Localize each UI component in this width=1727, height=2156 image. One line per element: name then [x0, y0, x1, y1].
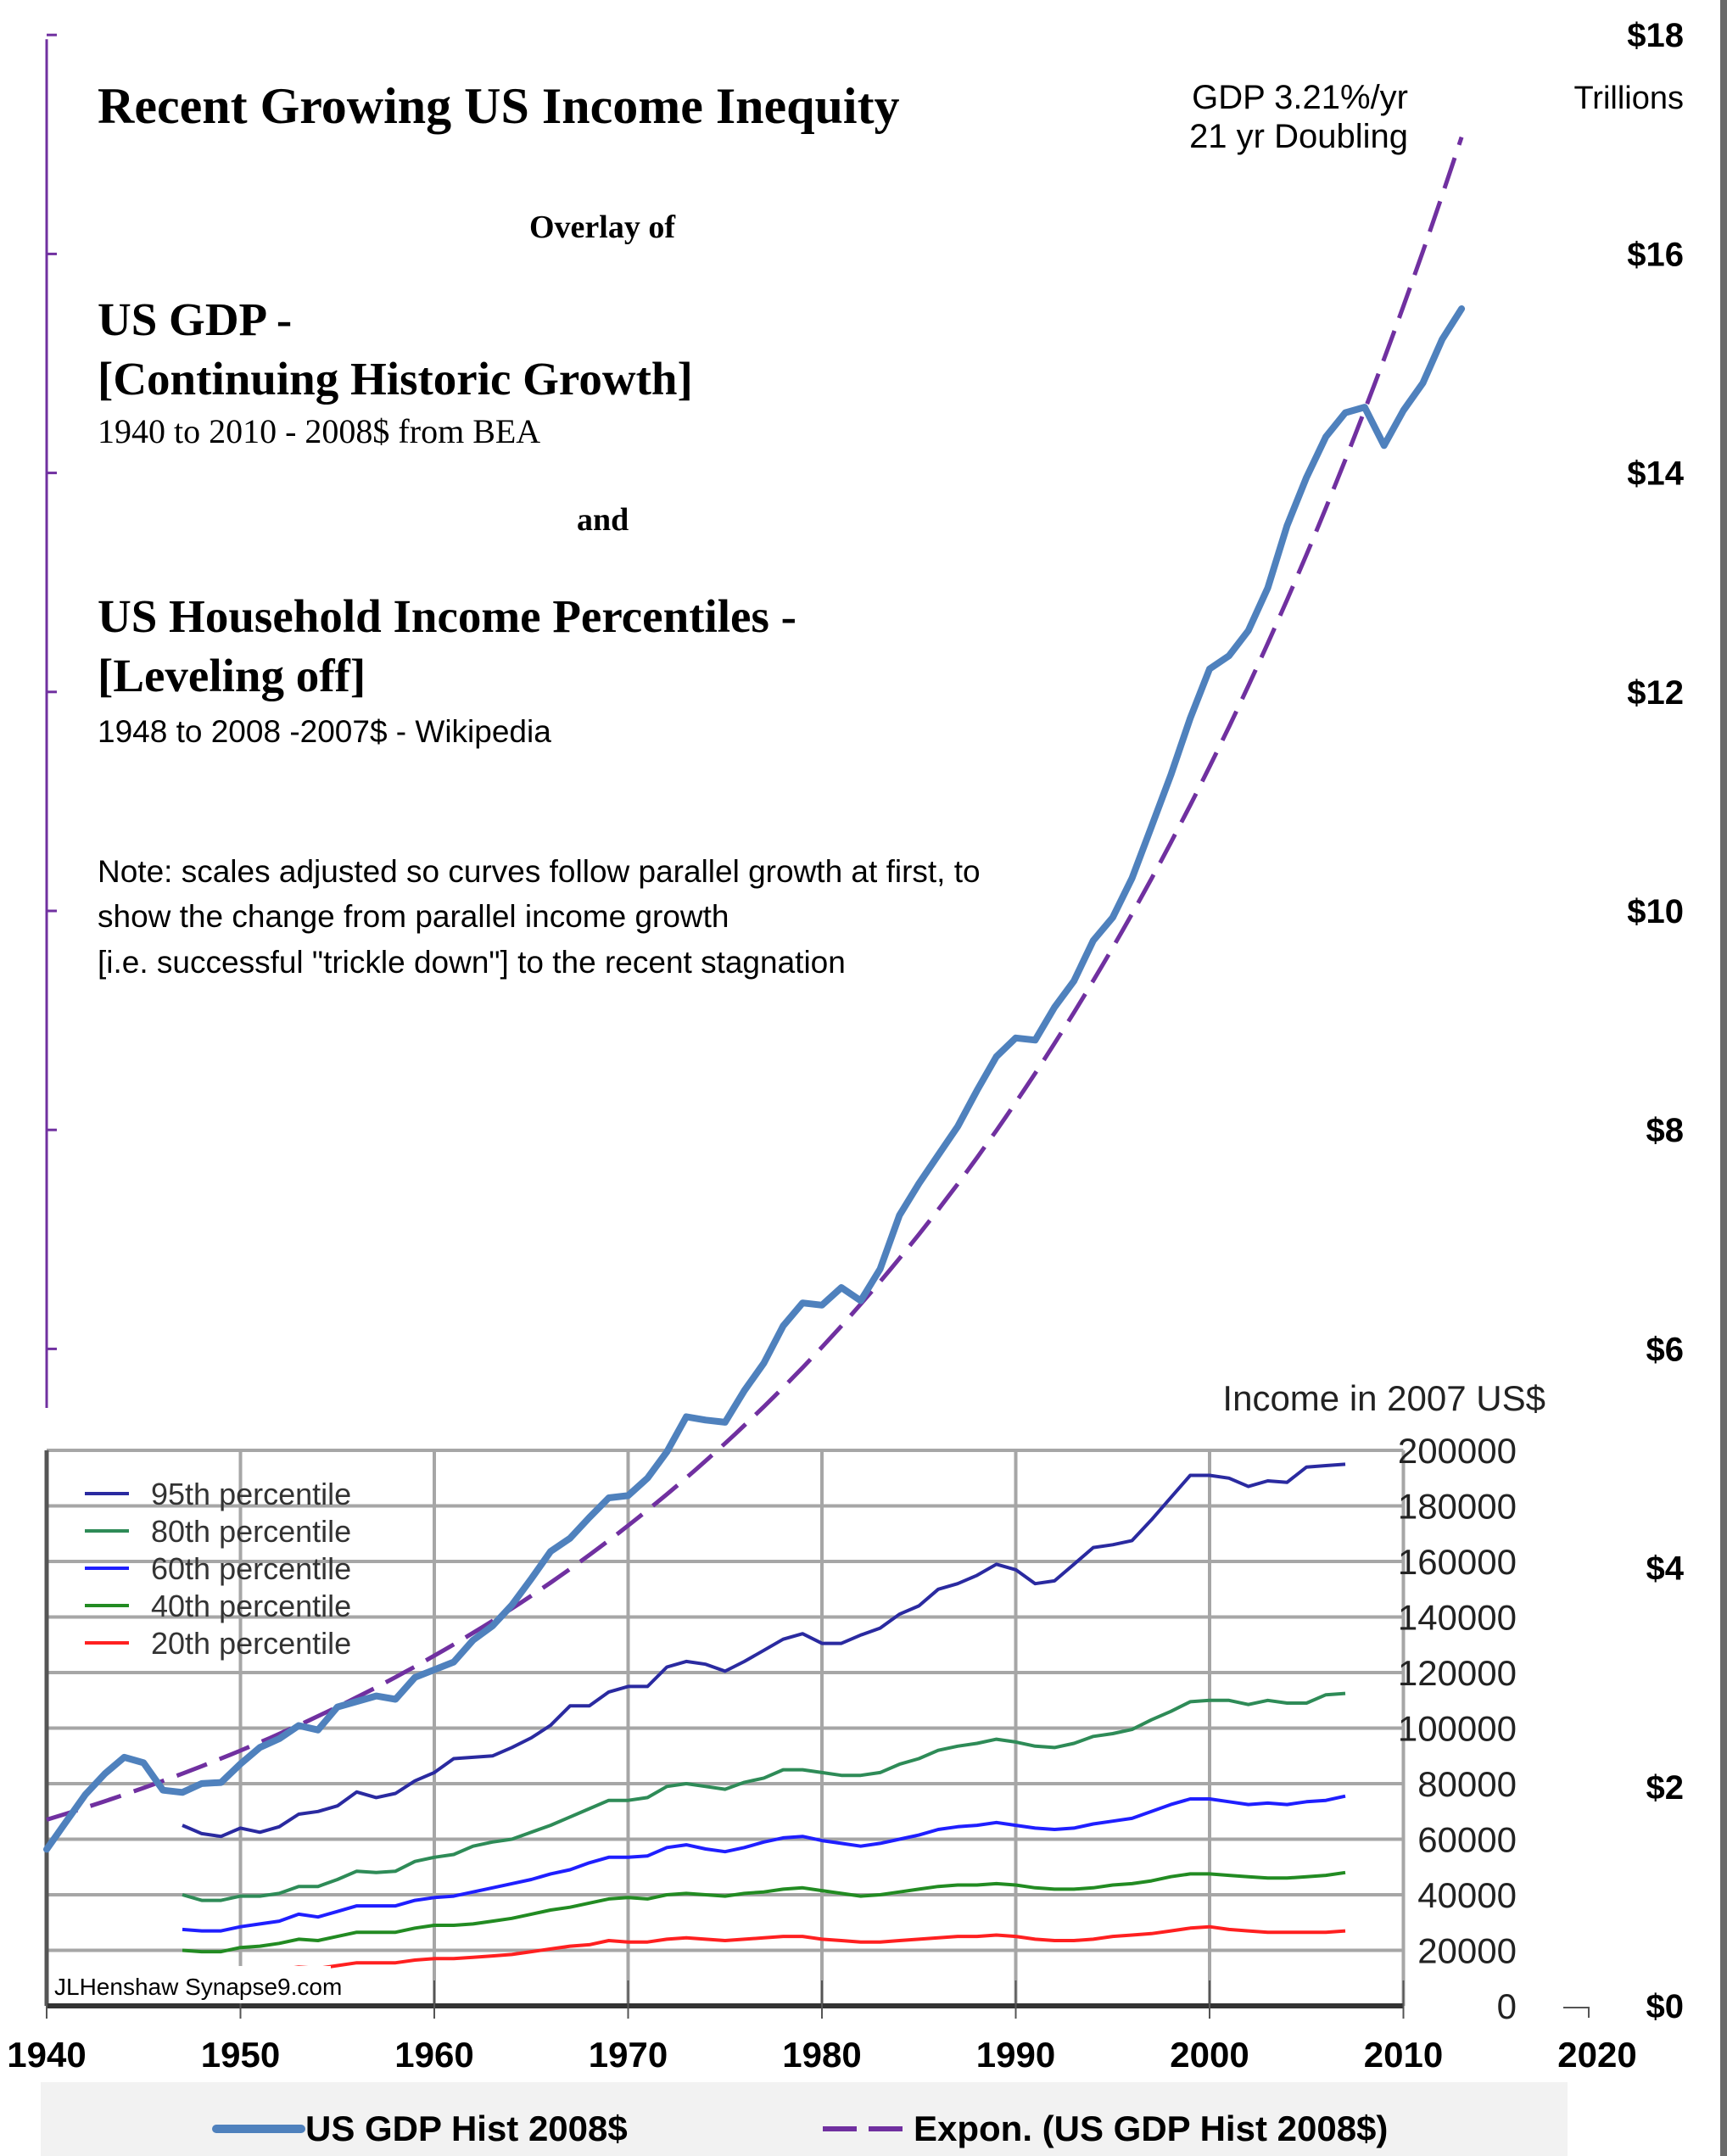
- income-y-tick-label: 200000: [1398, 1431, 1517, 1471]
- income-axis-title: Income in 2007 US$: [1222, 1378, 1545, 1418]
- income-y-tick-label: 40000: [1417, 1875, 1517, 1915]
- overlay-of-label: Overlay of: [529, 209, 676, 245]
- gdp-y-tick-label: $10: [1627, 893, 1684, 930]
- income-y-tick-label: 120000: [1398, 1653, 1517, 1693]
- income-y-tick-label: 100000: [1398, 1709, 1517, 1749]
- x-axis: 1940 1950 1960 1970 1980 1990 2000 2010 2020: [7, 1980, 1637, 2075]
- gdp-y-tick-label: $16: [1627, 236, 1684, 273]
- gdp-chart-lines: [43, 136, 1466, 1853]
- income-source: 1948 to 2008 -2007$ - Wikipedia: [98, 714, 551, 749]
- income-legend-label: 95th percentile: [151, 1477, 351, 1511]
- income-line-20th: [182, 1924, 1346, 1977]
- note-line3: [i.e. successful "trickle down"] to the …: [98, 945, 846, 980]
- gdp-y-tick-label: $2: [1646, 1769, 1685, 1807]
- income-line-60th: [182, 1794, 1346, 1933]
- gdp-heading-line2: [Continuing Historic Growth]: [98, 353, 693, 405]
- gdp-zero-tick: [1563, 2007, 1590, 2018]
- income-line-40th: [182, 1870, 1346, 1954]
- gdp-legend-item-actual: US GDP Hist 2008$: [212, 2109, 628, 2148]
- watermark: JLHenshaw Synapse9.com: [54, 1974, 342, 2000]
- income-chart-grid: [44, 1449, 1406, 2008]
- gdp-y-tick-label: $18: [1627, 17, 1684, 54]
- legend-label-trend: Expon. (US GDP Hist 2008$): [914, 2109, 1388, 2148]
- chart-title: Recent Growing US Income Inequity: [98, 78, 900, 134]
- x-tick-label: 2020: [1557, 2035, 1636, 2075]
- income-y-tick-label: 0: [1497, 1986, 1517, 2026]
- income-heading-line2: [Leveling off]: [98, 650, 366, 701]
- income-y-tick-label: 180000: [1398, 1487, 1517, 1527]
- gdp-y-tick-label: $8: [1646, 1112, 1685, 1149]
- income-y-tick-label: 20000: [1417, 1931, 1517, 1971]
- gdp-heading-line1: US GDP -: [98, 293, 292, 345]
- income-y-tick-label: 140000: [1398, 1598, 1517, 1638]
- income-y-tick-label: 160000: [1398, 1542, 1517, 1582]
- income-legend-label: 80th percentile: [151, 1514, 351, 1549]
- x-tick-label: 1980: [782, 2035, 861, 2075]
- right-border: [1720, 0, 1727, 2156]
- x-tick-label: 2000: [1170, 2035, 1249, 2075]
- gdp-source: 1940 to 2010 - 2008$ from BEA: [98, 412, 540, 450]
- gdp-y-tick-label: $0: [1646, 1988, 1685, 2025]
- income-legend-label: 40th percentile: [151, 1589, 351, 1623]
- watermark-bg: [51, 1966, 331, 2003]
- legend-label-gdp: US GDP Hist 2008$: [305, 2109, 628, 2148]
- gdp-y-axis: $0 $2 $4 $6 $8 $10 $12 $14 $16 $18: [1563, 17, 1685, 2025]
- gdp-y-tick-label: $14: [1627, 455, 1684, 493]
- x-tick-label: 1990: [976, 2035, 1055, 2075]
- x-tick-label: 2010: [1364, 2035, 1443, 2075]
- trend-annotation-line1: GDP 3.21%/yr: [1192, 79, 1408, 116]
- x-tick-label: 1950: [201, 2035, 280, 2075]
- income-line-95th: [182, 1462, 1346, 1839]
- gdp-legend-item-trend: Expon. (US GDP Hist 2008$): [823, 2109, 1388, 2148]
- gdp-y-tick-label: $12: [1627, 674, 1684, 712]
- x-tick-label: 1970: [589, 2035, 668, 2075]
- gdp-line: [43, 305, 1466, 1853]
- income-legend-label: 60th percentile: [151, 1551, 351, 1586]
- note-line1: Note: scales adjusted so curves follow p…: [98, 854, 981, 889]
- and-label: and: [577, 502, 629, 538]
- income-y-tick-label: 80000: [1417, 1764, 1517, 1804]
- note-line2: show the change from parallel income gro…: [98, 899, 729, 934]
- gdp-unit-label: Trillions: [1574, 81, 1685, 116]
- income-legend-label: 20th percentile: [151, 1626, 351, 1661]
- income-heading-line1: US Household Income Percentiles -: [98, 590, 796, 642]
- income-y-axis: 0 20000 40000 60000 80000 100000 120000 140000 1…: [1398, 1431, 1517, 2026]
- income-y-tick-label: 60000: [1417, 1820, 1517, 1860]
- x-tick-label: 1960: [394, 2035, 473, 2075]
- income-line-80th: [182, 1691, 1346, 1902]
- x-tick-label: 1940: [7, 2035, 86, 2075]
- gdp-y-tick-label: $4: [1646, 1550, 1685, 1588]
- gdp-left-axis: [45, 33, 57, 1408]
- gdp-legend-box: [41, 2082, 1568, 2156]
- gdp-y-tick-label: $6: [1646, 1331, 1685, 1368]
- income-chart-lines: [182, 1462, 1346, 1977]
- trend-annotation-line2: 21 yr Doubling: [1189, 118, 1408, 155]
